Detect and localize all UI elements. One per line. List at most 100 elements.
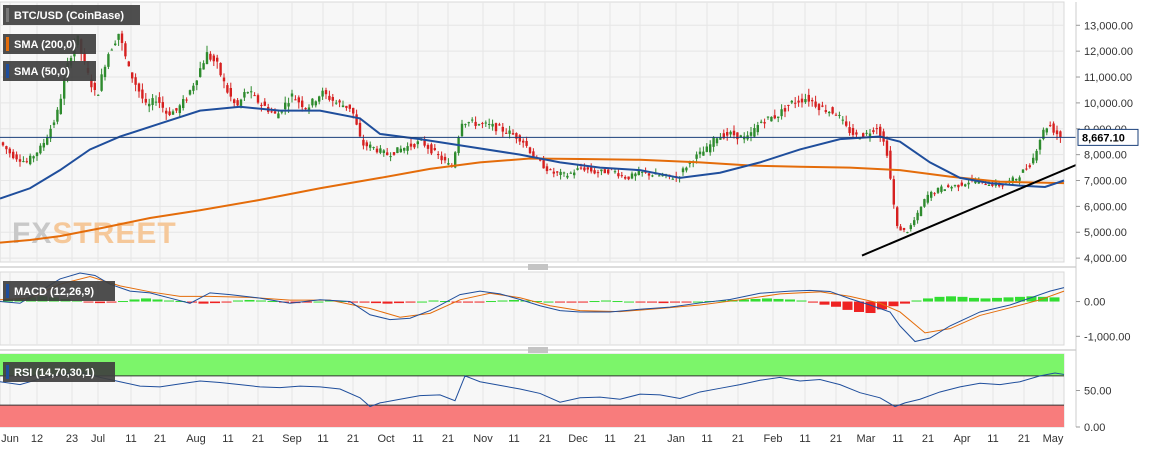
macd-histogram-bar xyxy=(83,301,94,303)
candlestick xyxy=(943,189,946,192)
x-tick-label: 21 xyxy=(732,433,744,445)
legend-entry[interactable]: BTC/USD (CoinBase) xyxy=(3,5,140,25)
macd-histogram-bar xyxy=(175,301,186,303)
x-tick-label: Jul xyxy=(91,433,105,445)
candlestick xyxy=(382,149,385,157)
candlestick xyxy=(617,169,620,179)
candlestick xyxy=(52,119,56,128)
candlestick xyxy=(18,154,22,167)
candlestick xyxy=(260,102,263,112)
candlestick xyxy=(369,141,372,151)
candlestick xyxy=(386,147,389,156)
candlestick xyxy=(430,142,433,156)
candlestick xyxy=(97,94,100,96)
macd-histogram-bar xyxy=(923,298,933,302)
macd-histogram-bar xyxy=(612,301,623,303)
x-tick-label: 11 xyxy=(701,433,712,445)
rsi-oversold-zone xyxy=(0,405,1064,427)
x-tick-label: 11 xyxy=(604,433,615,445)
candlestick xyxy=(777,116,780,123)
macd-histogram-bar xyxy=(865,301,876,314)
x-tick-label: 12 xyxy=(31,433,43,445)
macd-histogram-bar xyxy=(198,301,209,304)
candlestick xyxy=(165,107,168,120)
macd-histogram-bar xyxy=(164,300,174,302)
candlestick xyxy=(511,129,515,135)
candlestick xyxy=(804,93,807,104)
candlestick xyxy=(749,127,753,142)
candlestick xyxy=(501,123,504,137)
candlestick xyxy=(491,119,494,131)
y-tick-label: 7,000.00 xyxy=(1084,176,1127,188)
panel-resize-handle[interactable] xyxy=(0,347,1076,353)
candlestick xyxy=(950,185,953,192)
macd-histogram-bar xyxy=(1026,296,1037,302)
macd-histogram-bar xyxy=(819,301,830,305)
macd-histogram-bar xyxy=(72,300,82,302)
x-tick-label: 11 xyxy=(125,433,136,445)
candlestick xyxy=(906,231,909,234)
candlestick xyxy=(335,99,338,105)
candlestick xyxy=(947,183,950,188)
macd-histogram-bar xyxy=(992,297,1002,302)
candlestick xyxy=(726,127,729,141)
candlestick xyxy=(15,151,18,162)
candlestick xyxy=(923,198,926,208)
candlestick xyxy=(236,98,239,108)
y-tick-label: 50.00 xyxy=(1084,386,1112,398)
candlestick xyxy=(919,206,923,217)
rsi-layer xyxy=(0,371,1065,408)
macd-histogram-bar xyxy=(486,301,496,303)
candlestick xyxy=(641,171,644,177)
candlestick xyxy=(953,184,957,188)
candlestick xyxy=(814,95,817,109)
candlestick xyxy=(885,136,889,159)
macd-histogram-bar xyxy=(451,301,462,303)
candlestick xyxy=(110,48,113,51)
macd-histogram-bar xyxy=(221,301,232,303)
candlestick xyxy=(375,145,379,154)
candlestick xyxy=(715,137,719,147)
candlestick xyxy=(440,151,443,165)
macd-histogram-bar xyxy=(785,299,795,302)
candlestick xyxy=(358,117,362,138)
candlestick xyxy=(685,166,688,173)
macd-histogram-bar xyxy=(267,301,278,303)
macd-histogram-bar xyxy=(382,301,393,304)
x-tick-label: 21 xyxy=(252,433,264,445)
legend-entry[interactable]: MACD (12,26,9) xyxy=(3,281,115,301)
candlestick xyxy=(916,210,919,224)
macd-histogram-bar xyxy=(256,300,266,302)
candlestick xyxy=(627,176,630,181)
candlestick xyxy=(797,95,800,107)
candlestick xyxy=(926,191,929,205)
candlestick xyxy=(35,152,39,161)
panel-resize-handle[interactable] xyxy=(0,264,1076,270)
macd-histogram-bar xyxy=(647,301,657,303)
candlestick xyxy=(1045,127,1048,136)
candlestick xyxy=(474,116,477,130)
macd-histogram-bar xyxy=(417,301,427,303)
macd-histogram-bar xyxy=(405,301,416,303)
macd-histogram-bar xyxy=(95,301,105,304)
candlestick xyxy=(460,119,464,138)
legend-entry[interactable]: RSI (14,70,30,1) xyxy=(3,362,115,382)
legend-entry[interactable]: SMA (50,0) xyxy=(3,61,96,81)
macd-histogram-bar xyxy=(474,301,485,303)
candlestick xyxy=(828,110,831,117)
x-tick-label: 11 xyxy=(892,433,903,445)
candlestick xyxy=(114,40,117,46)
candlestick xyxy=(841,116,844,125)
candlestick xyxy=(124,41,127,60)
x-tick-label: 11 xyxy=(987,433,998,445)
candlestick xyxy=(634,172,637,181)
candlestick xyxy=(892,175,895,209)
candlestick xyxy=(902,227,906,233)
candlestick xyxy=(719,133,722,140)
candlestick xyxy=(488,118,491,129)
candlestick xyxy=(705,143,708,153)
x-tick-label: 11 xyxy=(799,433,810,445)
legend-entry[interactable]: SMA (200,0) xyxy=(3,34,96,54)
candlestick xyxy=(566,173,569,180)
candlestick xyxy=(148,98,151,113)
